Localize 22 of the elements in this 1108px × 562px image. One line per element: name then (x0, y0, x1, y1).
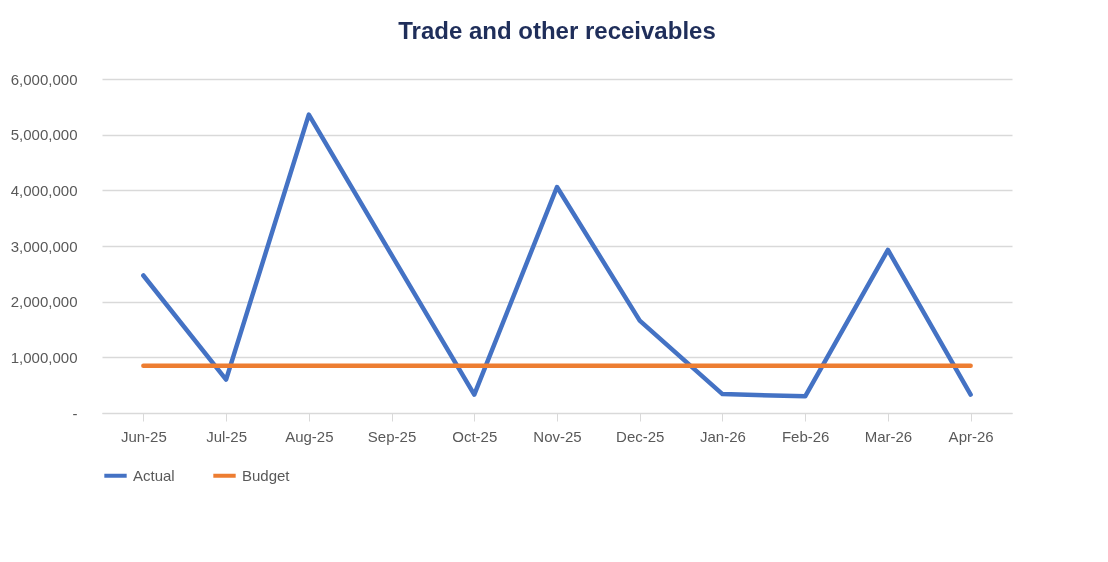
x-tick-label: Oct-25 (452, 427, 498, 445)
y-tick-label: - (72, 404, 78, 422)
y-tick-label: 3,000,000 (10, 237, 78, 255)
x-tick-label: Nov-25 (533, 427, 582, 445)
chart-title: Trade and other receivables (398, 17, 716, 44)
y-tick-label: 4,000,000 (10, 181, 78, 199)
x-tick-label: Aug-25 (285, 427, 334, 445)
x-tick-label: Jan-26 (700, 427, 746, 445)
legend-label: Actual (133, 466, 175, 484)
x-tick-label: Apr-26 (948, 427, 994, 445)
x-tick-label: Jul-25 (206, 427, 248, 445)
legend-label: Budget (242, 466, 291, 484)
y-tick-label: 2,000,000 (10, 293, 78, 311)
x-tick-label: Feb-26 (781, 427, 830, 445)
x-tick-label: Mar-26 (864, 427, 913, 445)
x-tick-label: Sep-25 (367, 427, 417, 445)
y-tick-label: 6,000,000 (10, 70, 78, 88)
y-tick-label: 1,000,000 (10, 348, 78, 366)
line-series (141, 112, 973, 399)
y-tick-label: 5,000,000 (10, 126, 78, 144)
x-tick-label: Dec-25 (616, 427, 665, 445)
x-tick-label: Jun-25 (120, 427, 167, 445)
